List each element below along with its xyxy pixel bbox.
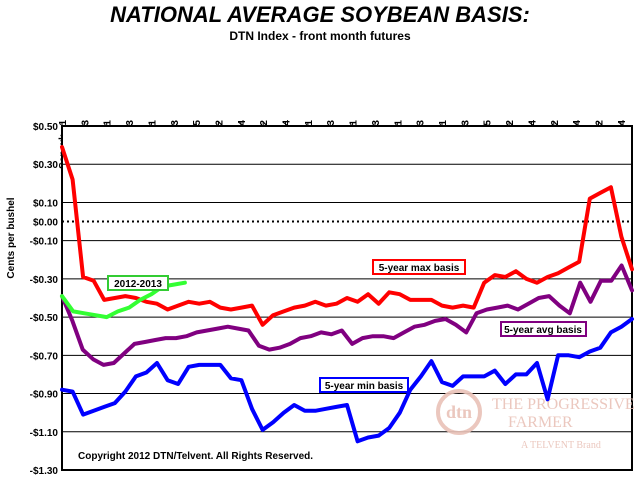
y-tick-label: -$1.30 <box>30 466 59 477</box>
copyright-text: Copyright 2012 DTN/Telvent. All Rights R… <box>78 451 313 462</box>
logo-circle <box>436 389 482 435</box>
y-tick-label: $0.10 <box>33 198 58 209</box>
annotation-min: 5-year min basis <box>319 377 409 393</box>
chart-subtitle: DTN Index - front month futures <box>229 29 411 43</box>
y-axis-ticks: $0.50 $0.30 $0.10 $0.00 -$0.10 -$0.30 -$0.50 -$… <box>30 122 59 477</box>
annotation-min-text: 5-year min basis <box>325 381 404 392</box>
series-line-5-year-max-basis <box>60 145 634 327</box>
annotation-current: 2012-2013 <box>107 275 169 291</box>
annotation-avg: 5-year avg basis <box>500 321 587 337</box>
y-tick-label: -$0.90 <box>30 390 59 401</box>
annotation-avg-text: 5-year avg basis <box>504 325 582 336</box>
y-tick-label: -$0.30 <box>30 275 59 286</box>
progressive-farmer-logo: dtn THE PROGRESSIVE FARMER A TELVENT Bra… <box>436 389 635 451</box>
series-line-5-year-avg-basis <box>60 263 634 367</box>
y-tick-label: $0.30 <box>33 160 58 171</box>
annotation-current-text: 2012-2013 <box>114 279 162 290</box>
chart-title: NATIONAL AVERAGE SOYBEAN BASIS: <box>110 2 530 27</box>
y-tick-label: -$0.10 <box>30 237 59 248</box>
gridlines <box>62 163 632 433</box>
y-tick-label: $0.50 <box>33 122 58 133</box>
logo-tagline: A TELVENT Brand <box>521 440 601 451</box>
y-axis-label: Cents per bushel <box>6 197 17 278</box>
y-tick-label: -$0.50 <box>30 313 59 324</box>
y-tick-label: $0.00 <box>33 218 58 229</box>
series-line-5-year-min-basis <box>60 317 634 444</box>
logo-badge: dtn <box>446 402 472 422</box>
annotation-max: 5-year max basis <box>372 259 466 275</box>
y-tick-label: -$0.70 <box>30 351 59 362</box>
logo-brand-line1: THE PROGRESSIVE <box>492 396 635 413</box>
logo-brand-line2: FARMER <box>508 414 573 431</box>
annotation-max-text: 5-year max basis <box>379 263 460 274</box>
y-tick-label: -$1.10 <box>30 428 59 439</box>
